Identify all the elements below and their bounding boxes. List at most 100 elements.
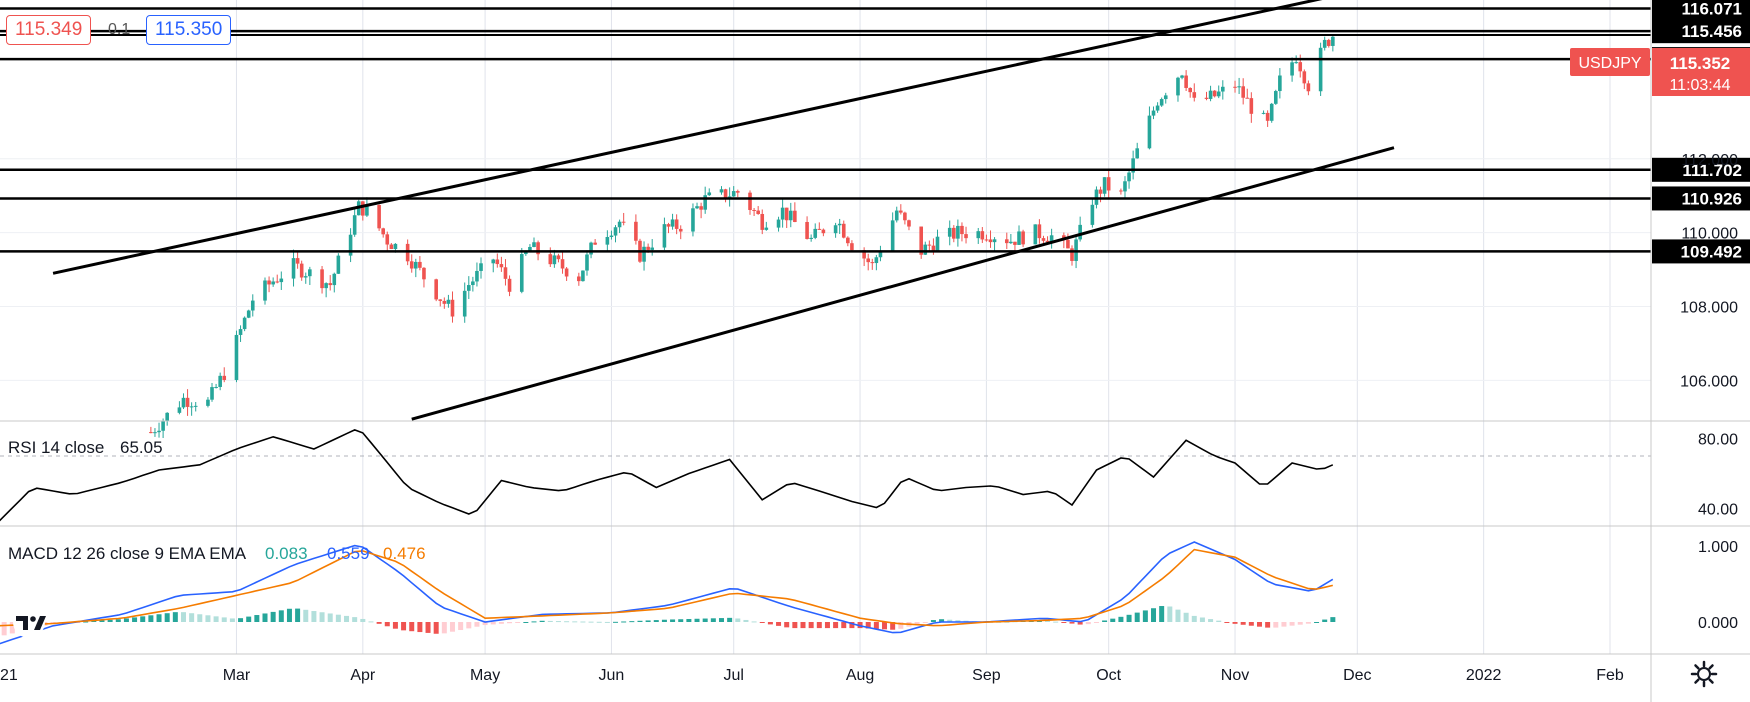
- macd-histogram-bar: [1118, 616, 1124, 622]
- candle-body: [866, 258, 871, 263]
- macd-histogram-bar: [1134, 612, 1140, 622]
- macd-histogram-bar: [286, 608, 292, 622]
- x-tick-label: 21: [0, 667, 18, 684]
- macd-histogram-bar: [189, 613, 195, 622]
- macd-histogram-bar: [368, 621, 374, 623]
- candle-body: [764, 227, 769, 230]
- macd-histogram-value: 0.083: [265, 544, 308, 563]
- candle-body: [899, 210, 903, 213]
- macd-histogram: [1, 606, 1336, 636]
- macd-histogram-bar: [156, 614, 162, 622]
- candle-body: [552, 255, 557, 265]
- candle-body: [1045, 240, 1050, 243]
- macd-histogram-bar: [1256, 622, 1262, 627]
- price-level-label: 111.702: [1682, 161, 1742, 180]
- macd-histogram-bar: [930, 620, 936, 622]
- macd-histogram-bar: [1069, 622, 1075, 624]
- macd-histogram-bar: [564, 621, 570, 623]
- macd-histogram-bar: [466, 622, 472, 629]
- candle-body: [1017, 231, 1021, 245]
- candle-body: [613, 227, 618, 236]
- macd-histogram-bar: [238, 618, 244, 622]
- macd-histogram-bar: [327, 613, 333, 622]
- candle-body: [1241, 86, 1245, 98]
- candle-body: [475, 270, 479, 282]
- candle-body: [780, 207, 785, 220]
- macd-histogram-bar: [180, 612, 186, 622]
- macd-histogram-bar: [718, 618, 724, 622]
- macd-histogram-bar: [1, 622, 7, 636]
- candle-body: [414, 261, 418, 269]
- x-tick-label: Dec: [1343, 667, 1371, 684]
- candle-body: [189, 406, 194, 408]
- macd-histogram-bar: [661, 619, 667, 622]
- price-level-label: 115.456: [1681, 22, 1742, 41]
- candle-body: [650, 247, 654, 250]
- ask-price-button[interactable]: 115.350: [146, 15, 232, 45]
- candle-body: [674, 219, 679, 229]
- macd-histogram-bar: [588, 621, 594, 623]
- y-tick-label: 110.000: [1681, 226, 1738, 243]
- macd-histogram-bar: [401, 622, 407, 631]
- macd-histogram-bar: [596, 621, 602, 623]
- macd-histogram-bar: [914, 622, 920, 625]
- bid-price-button[interactable]: 115.349: [6, 15, 92, 45]
- candle-body: [723, 189, 728, 200]
- candle-body: [279, 278, 284, 283]
- macd-histogram-bar: [735, 618, 741, 622]
- candle-body: [336, 255, 341, 274]
- candle-body: [776, 219, 781, 228]
- candle-body: [1147, 115, 1152, 149]
- candle-body: [271, 281, 275, 285]
- macd-title[interactable]: MACD 12 26 close 9 EMA EMA: [8, 544, 247, 563]
- candle-body: [992, 239, 997, 243]
- candle-body: [931, 245, 936, 251]
- tradingview-logo-icon[interactable]: [8, 606, 50, 638]
- candle-body: [1318, 47, 1323, 92]
- macd-histogram-bar: [1093, 622, 1099, 623]
- candle-body: [678, 228, 683, 232]
- macd-histogram-bar: [254, 615, 260, 622]
- candle-body: [719, 189, 724, 193]
- macd-histogram-bar: [246, 616, 252, 622]
- candle-body: [1302, 71, 1307, 84]
- macd-histogram-bar: [335, 614, 341, 622]
- macd-histogram-bar: [1224, 622, 1230, 623]
- gear-icon[interactable]: [1690, 660, 1718, 688]
- macd-histogram-bar: [947, 619, 953, 622]
- macd-histogram-bar: [474, 622, 480, 627]
- candle-body: [707, 192, 712, 196]
- candle-body: [609, 235, 614, 238]
- candle-body: [788, 210, 793, 221]
- candle-body: [242, 317, 247, 330]
- macd-histogram-bar: [83, 621, 89, 623]
- x-tick-label: Jun: [599, 667, 625, 684]
- candle-body: [935, 236, 940, 251]
- price-level-label: 116.071: [1681, 0, 1742, 18]
- macd-histogram-bar: [767, 622, 773, 625]
- candle-body: [507, 278, 512, 292]
- candle-body: [748, 192, 752, 210]
- candle-body: [1131, 158, 1135, 173]
- macd-histogram-bar: [1208, 619, 1214, 622]
- macd-histogram-bar: [531, 621, 537, 623]
- macd-histogram-bar: [939, 619, 945, 622]
- macd-histogram-bar: [9, 622, 15, 634]
- candle-body: [894, 210, 899, 221]
- candle-body: [760, 213, 765, 230]
- macd-histogram-bar: [1085, 622, 1091, 625]
- macd-histogram-bar: [1322, 619, 1328, 622]
- candle-body: [960, 225, 964, 235]
- candle-body: [495, 259, 500, 265]
- candle-body: [1188, 87, 1192, 93]
- candle-body: [817, 228, 822, 230]
- candle-body: [556, 255, 561, 260]
- candle-body: [381, 228, 385, 235]
- rsi-title[interactable]: RSI 14 close: [8, 438, 104, 457]
- macd-histogram-bar: [873, 622, 879, 629]
- macd-histogram-bar: [727, 617, 733, 622]
- macd-signal-value: 0.476: [383, 544, 426, 563]
- price-level-tag: [1652, 239, 1750, 264]
- macd-histogram-bar: [344, 615, 350, 622]
